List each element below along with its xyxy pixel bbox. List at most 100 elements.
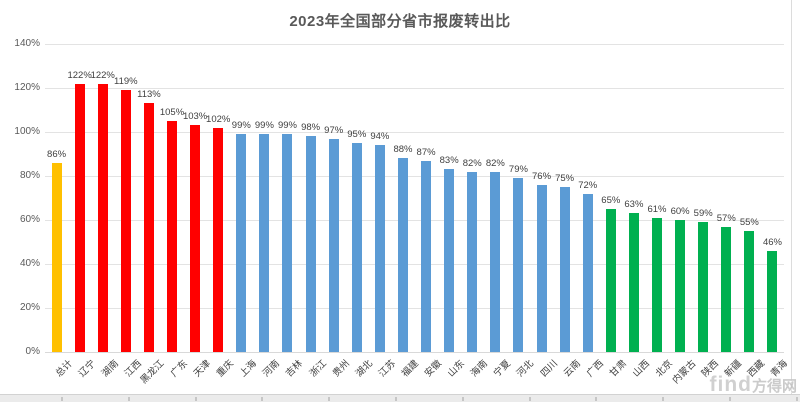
bar-value-label: 63% [624,199,644,211]
bar-河南[interactable] [259,134,270,352]
x-axis-category-label: 福建 [399,358,421,380]
x-axis-category-label: 黑龙江 [138,358,167,387]
watermark-cjk-text: 方得网 [751,378,797,395]
sheet-column-tick [261,397,264,401]
x-axis-category-label: 湖北 [353,358,375,380]
bar-value-label: 122% [67,69,92,81]
bar-吉林[interactable] [282,134,293,352]
bar-value-label: 83% [439,155,459,167]
y-axis-tick-label: 40% [19,258,40,269]
sheet-column-tick [528,397,531,401]
bar-value-label: 99% [254,120,274,132]
bar-新疆[interactable] [721,226,732,352]
gridline [45,176,784,177]
bar-天津[interactable] [190,125,201,352]
x-axis-category-label: 四川 [538,358,560,380]
gridline [45,88,784,89]
bar-贵州[interactable] [328,138,339,352]
gridline [45,264,784,265]
bar-value-label: 76% [532,170,552,182]
bar-青海[interactable] [767,250,778,352]
bar-海南[interactable] [467,171,478,352]
x-axis-category-label: 河北 [515,358,537,380]
x-axis-category-label: 总计 [53,358,75,380]
bar-陕西[interactable] [698,222,709,352]
bar-内蒙古[interactable] [675,220,686,352]
y-axis-tick-label: 0% [25,346,40,357]
bar-重庆[interactable] [213,127,224,352]
bar-湖北[interactable] [351,143,362,352]
x-axis-category-label: 辽宁 [76,358,98,380]
bar-value-label: 97% [324,124,344,136]
bar-value-label: 82% [485,157,505,169]
x-axis-category-label: 重庆 [214,358,237,380]
bar-浙江[interactable] [305,136,316,352]
bar-value-label: 94% [370,131,390,143]
x-axis-category-label: 贵州 [330,358,352,380]
y-axis-tick-label: 80% [19,170,40,181]
bar-福建[interactable] [397,158,408,352]
bar-甘肃[interactable] [605,209,616,352]
bar-四川[interactable] [536,184,547,352]
bar-宁夏[interactable] [490,171,501,352]
bar-value-label: 105% [159,107,185,118]
bar-上海[interactable] [236,134,247,352]
bar-value-label: 86% [47,148,67,160]
bar-西藏[interactable] [744,231,755,352]
bar-value-label: 102% [206,113,231,125]
gridline [45,308,784,309]
sheet-column-tick [328,397,331,401]
sheet-column-border [791,0,792,394]
x-axis-category-label: 浙江 [307,358,329,380]
bar-总计[interactable] [51,162,62,352]
bar-江苏[interactable] [374,145,385,352]
bar-value-label: 59% [693,208,713,220]
bar-value-label: 82% [462,157,482,169]
sheet-column-tick [395,397,397,401]
chart-title: 2023年全国部分省市报废转出比 [289,13,511,30]
gridline [45,44,784,45]
bar-山西[interactable] [628,213,639,352]
bar-辽宁[interactable] [74,83,85,352]
sheet-column-tick [461,397,464,401]
x-axis-category-label: 山东 [445,358,468,380]
bar-value-label: 46% [762,236,782,248]
x-axis-category-label: 甘肃 [607,358,629,380]
x-axis-category-label: 江苏 [376,358,398,380]
y-axis-tick-label: 140% [14,38,40,49]
bar-value-label: 75% [555,173,575,184]
sheet-column-tick [61,397,63,401]
sheet-column-tick [795,397,798,401]
x-axis-category-label: 山西 [630,358,652,380]
bar-value-label: 95% [347,129,367,140]
bar-value-label: 87% [416,146,436,158]
bar-安徽[interactable] [421,160,432,352]
bar-河北[interactable] [513,178,524,352]
x-axis-category-label: 天津 [191,358,214,380]
gridline [45,132,784,133]
x-axis-category-label: 云南 [561,358,583,380]
sheet-column-tick [127,397,130,401]
y-axis-tick-label: 100% [14,126,40,137]
sheet-column-tick [729,397,731,401]
bar-广西[interactable] [582,193,593,352]
bar-江西[interactable] [120,90,131,352]
bar-北京[interactable] [651,217,662,352]
sheet-column-tick [595,397,598,401]
bar-value-label: 103% [182,111,208,123]
bar-山东[interactable] [444,169,455,352]
bar-广东[interactable] [167,121,178,352]
sheet-column-tick [662,397,665,401]
bar-湖南[interactable] [97,83,108,352]
bar-value-label: 119% [114,76,138,88]
bar-云南[interactable] [559,187,570,352]
bar-value-label: 99% [277,120,297,132]
bar-黑龙江[interactable] [143,103,154,352]
x-axis-category-label: 宁夏 [492,358,514,380]
x-axis-category-label: 安徽 [422,358,444,380]
watermark-latin-text: find [709,373,752,396]
bar-value-label: 99% [231,120,251,132]
x-axis-category-label: 广西 [584,358,606,380]
x-axis-category-label: 内蒙古 [670,358,698,387]
